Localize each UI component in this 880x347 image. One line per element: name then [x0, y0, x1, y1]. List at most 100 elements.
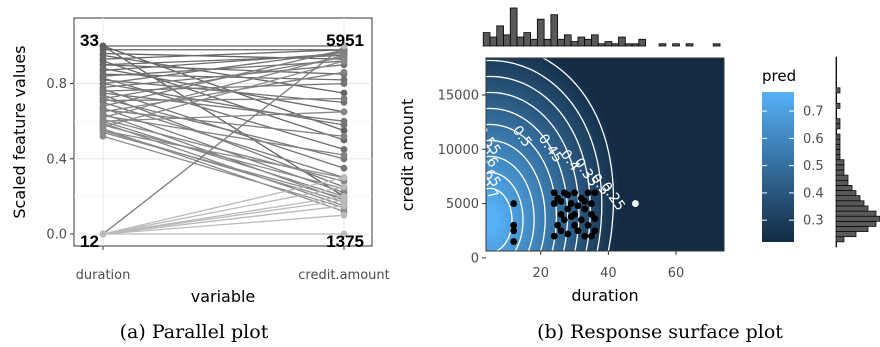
heat-cell — [646, 226, 651, 231]
heat-cell — [598, 246, 603, 251]
heat-cell — [610, 230, 615, 235]
heat-cell — [574, 106, 579, 111]
heat-cell — [554, 98, 559, 103]
heat-cell — [666, 150, 671, 155]
heat-cell — [662, 202, 667, 207]
parallel-line — [102, 120, 345, 198]
heat-cell — [594, 210, 599, 215]
heat-cell — [582, 78, 587, 83]
heat-cell — [718, 174, 723, 179]
heat-cell — [506, 198, 511, 203]
heat-cell — [626, 110, 631, 115]
heat-cell — [614, 126, 619, 131]
heat-cell — [578, 106, 583, 111]
histogram-bar — [835, 108, 837, 114]
heat-cell — [654, 82, 659, 87]
heat-cell — [526, 170, 531, 175]
heat-cell — [650, 202, 655, 207]
parallel-line — [102, 214, 345, 235]
heat-cell — [634, 226, 639, 231]
heat-cell — [526, 78, 531, 83]
heat-cell — [626, 242, 631, 247]
heat-cell — [494, 194, 499, 199]
heat-cell — [634, 238, 639, 243]
heat-cell — [538, 118, 543, 123]
heat-cell — [506, 194, 511, 199]
heat-cell — [578, 90, 583, 95]
heat-cell — [538, 142, 543, 147]
histogram-bar — [584, 38, 592, 47]
heat-cell — [658, 134, 663, 139]
heat-cell — [494, 222, 499, 227]
heat-cell — [538, 226, 543, 231]
heat-cell — [530, 126, 535, 131]
histogram-bar — [835, 179, 849, 186]
heat-cell — [666, 162, 671, 167]
heat-cell — [550, 98, 555, 103]
heat-cell — [670, 118, 675, 123]
heat-cell — [562, 122, 567, 127]
heat-cell — [494, 82, 499, 87]
heat-cell — [638, 118, 643, 123]
heat-cell — [702, 246, 707, 251]
heat-cell — [670, 70, 675, 75]
heat-cell — [618, 70, 623, 75]
heat-cell — [714, 218, 719, 223]
heat-cell — [674, 234, 679, 239]
heat-cell — [506, 246, 511, 251]
heat-cell — [642, 106, 647, 111]
heat-cell — [602, 166, 607, 171]
heat-cell — [694, 202, 699, 207]
heat-cell — [546, 74, 551, 79]
heat-cell — [630, 234, 635, 239]
heat-cell — [634, 154, 639, 159]
heat-cell — [598, 166, 603, 171]
heat-cell — [586, 214, 591, 219]
heat-cell — [518, 202, 523, 207]
heat-cell — [674, 174, 679, 179]
heat-cell — [622, 126, 627, 131]
histogram-bar — [835, 190, 857, 196]
heat-cell — [666, 194, 671, 199]
heat-cell — [558, 118, 563, 123]
heat-cell — [514, 198, 519, 203]
heat-cell — [630, 246, 635, 251]
heat-cell — [534, 194, 539, 199]
heat-cell — [546, 154, 551, 159]
heat-cell — [698, 74, 703, 79]
heat-cell — [694, 134, 699, 139]
heat-cell — [626, 214, 631, 219]
heat-cell — [666, 242, 671, 247]
heat-cell — [658, 66, 663, 71]
heat-cell — [578, 130, 583, 135]
heat-cell — [626, 106, 631, 111]
heat-cell — [622, 106, 627, 111]
heat-cell — [618, 122, 623, 127]
heat-cell — [694, 234, 699, 239]
heat-cell — [530, 150, 535, 155]
heat-cell — [670, 106, 675, 111]
heat-cell — [498, 238, 503, 243]
heat-cell — [702, 90, 707, 95]
heat-cell — [690, 190, 695, 195]
heat-cell — [702, 110, 707, 115]
heat-cell — [522, 238, 527, 243]
heat-cell — [630, 150, 635, 155]
heat-cell — [650, 58, 655, 63]
heat-cell — [598, 154, 603, 159]
heat-cell — [590, 182, 595, 187]
heat-cell — [654, 98, 659, 103]
heat-cell — [562, 154, 567, 159]
heat-cell — [546, 70, 551, 75]
heat-cell — [510, 62, 515, 67]
heat-cell — [654, 142, 659, 147]
heat-cell — [694, 226, 699, 231]
heat-cell — [662, 214, 667, 219]
heat-cell — [514, 74, 519, 79]
heat-cell — [654, 230, 659, 235]
heat-cell — [610, 62, 615, 67]
heat-cell — [646, 58, 651, 63]
heat-cell — [574, 58, 579, 63]
heat-cell — [506, 166, 511, 171]
heat-cell — [558, 122, 563, 127]
